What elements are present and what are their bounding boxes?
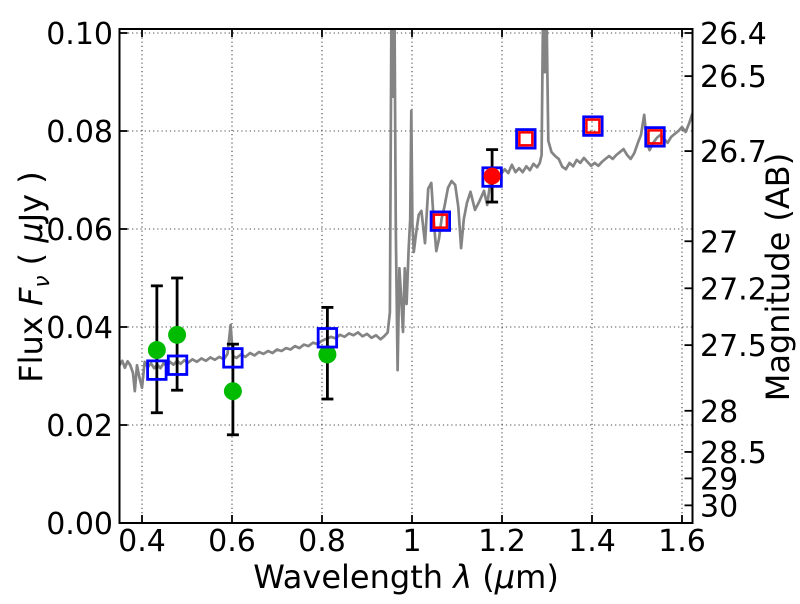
observed-photometry-red-squares-marker [585,118,601,134]
x-axis-tick-label: 1.2 [478,524,526,559]
model-photometry-blue-squares-marker [146,359,168,381]
plot-frame [118,28,694,524]
y-axis-left-tick-label: 0.02 [46,409,113,444]
y-axis-title-right: Magnitude (AB) [759,153,797,402]
model-photometry-blue-squares [146,115,666,381]
x-axis-tick-label: 1.6 [658,524,706,559]
observed-photometry-green-circles-marker [168,325,187,344]
observed-photometry-green-circles-marker [223,382,242,401]
y-axis-right-tick-label: 26.4 [700,17,767,52]
y-axis-right-tick-label: 27 [700,225,738,260]
y-axis-left-tick-label: 0.00 [46,507,113,542]
x-axis-tick-label: 1 [402,524,421,559]
observed-photometry-green-circles-marker [318,345,337,364]
x-axis-tick-label: 0.4 [118,524,166,559]
y-axis-right-tick-label: 26.7 [700,135,767,170]
y-axis-left-tick-label: 0.06 [46,213,113,248]
x-axis-tick-label: 0.8 [298,524,346,559]
model-photometry-blue-squares-marker [644,126,666,148]
model-photometry-blue-squares-marker [316,327,339,349]
y-axis-right-tick-label: 30 [700,489,738,524]
y-axis-title-left: Flux Fν ( μJy ) [12,171,55,382]
x-axis-tick-label: 0.6 [208,524,256,559]
y-axis-left-tick-label: 0.04 [46,311,113,346]
observed-photometry-red-squares [432,118,663,229]
observed-photometry-red-squares-marker [647,129,663,145]
model-photometry-blue-squares-marker [429,210,452,232]
observed-photometry-red-squares-marker [518,131,534,147]
x-axis-title: Wavelength λ (μm) [253,558,559,596]
model-photometry-blue-squares-marker [515,128,537,150]
observed-photometry-green-circles [147,325,337,401]
axis-ticks [119,29,693,524]
y-axis-right-tick-label: 29 [700,462,738,497]
model-spectrum-line [119,29,693,393]
observed-photometry-red-circle-marker [483,167,501,185]
model-photometry-blue-squares-marker [582,115,604,137]
y-axis-right-tick-label: 28.5 [700,436,767,471]
y-axis-right-tick-label: 27.2 [700,272,767,307]
y-axis-right-tick-label: 27.5 [700,329,767,364]
model-photometry-blue-squares-marker [166,354,189,376]
model-photometry-blue-squares-marker [222,347,244,369]
y-axis-right-tick-label: 26.5 [700,60,767,95]
observed-photometry-red-squares-marker [432,213,449,229]
grid [119,29,693,523]
observed-photometry-green-circles-marker [147,341,166,360]
y-axis-left-tick-label: 0.08 [46,115,113,150]
y-axis-right-tick-label: 28 [700,395,738,430]
observed-photometry-red-circle [483,167,501,185]
x-axis-tick-label: 1.4 [568,524,616,559]
y-axis-left-tick-label: 0.10 [46,17,113,52]
